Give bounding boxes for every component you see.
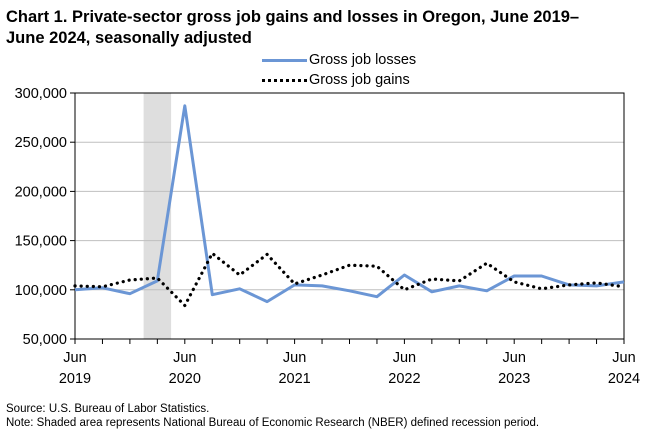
recession-note: Note: Shaded area represents National Bu… <box>6 416 540 429</box>
y-tick-label: 250,000 <box>15 135 67 151</box>
x-tick-label-year: 2020 <box>169 371 201 387</box>
y-tick-label: 300,000 <box>15 86 67 102</box>
legend-key-gains <box>262 75 307 85</box>
y-tick-label: 100,000 <box>15 283 67 299</box>
x-tick-label-year: 2021 <box>278 371 310 387</box>
legend: Gross job losses Gross job gains <box>262 50 416 90</box>
chart-title: Chart 1. Private-sector gross job gains … <box>6 8 580 47</box>
chart-notes: Source: U.S. Bureau of Labor Statistics.… <box>6 403 539 430</box>
legend-label-gains: Gross job gains <box>309 72 410 88</box>
series-line-gross-job-losses <box>74 104 625 304</box>
x-tick-label-month: Jun <box>503 350 526 366</box>
x-tick-label-year: 2023 <box>498 371 530 387</box>
x-tick-label-month: Jun <box>612 350 635 366</box>
x-tick-label-month: Jun <box>173 350 196 366</box>
x-tick-label-month: Jun <box>63 350 86 366</box>
y-tick-label: 200,000 <box>15 184 67 200</box>
legend-item-gains: Gross job gains <box>262 70 416 90</box>
y-tick-label: 150,000 <box>15 234 67 250</box>
series-line-gross-job-gains <box>73 251 626 308</box>
x-tick-label-month: Jun <box>283 350 306 366</box>
legend-key-losses <box>262 55 307 65</box>
y-tick-label: 50,000 <box>23 332 67 348</box>
legend-item-losses: Gross job losses <box>262 50 416 70</box>
x-tick-label-month: Jun <box>393 350 416 366</box>
legend-label-losses: Gross job losses <box>309 52 417 68</box>
source-note: Source: U.S. Bureau of Labor Statistics. <box>6 403 210 415</box>
x-tick-label-year: 2024 <box>608 371 640 387</box>
x-tick-label-year: 2019 <box>59 371 91 387</box>
x-tick-label-year: 2022 <box>388 371 420 387</box>
